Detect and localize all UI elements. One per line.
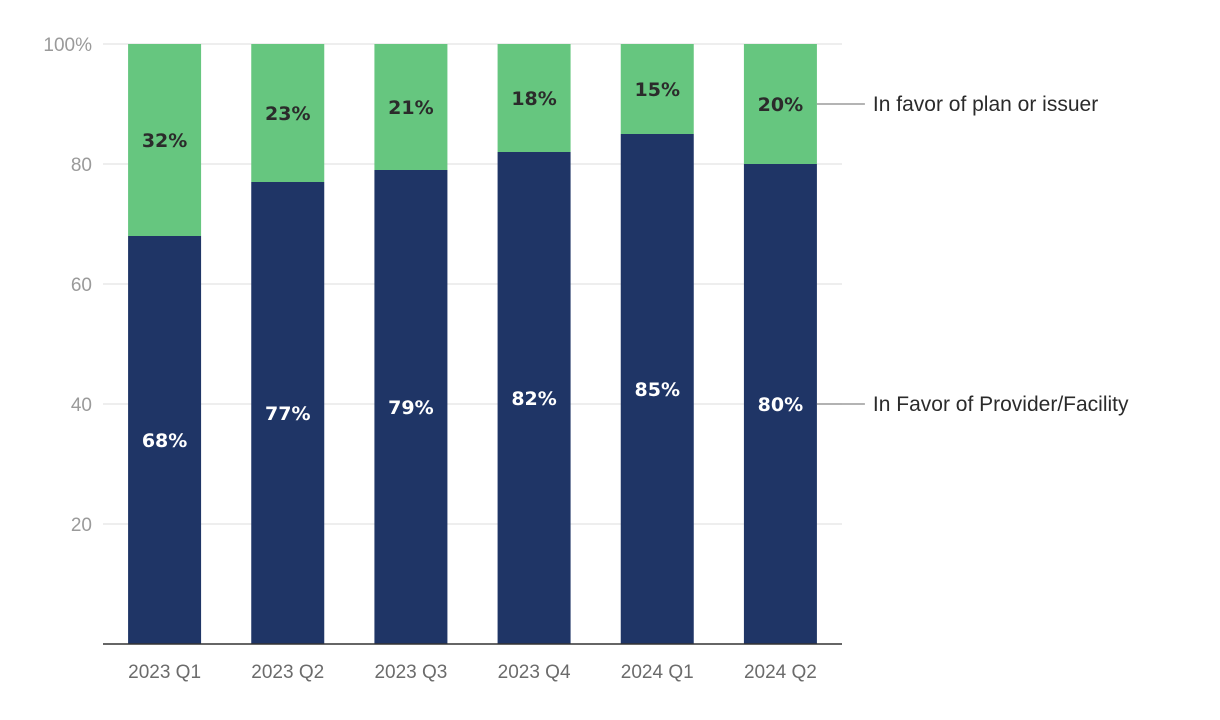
x-tick-label: 2024 Q1	[621, 662, 694, 683]
y-tick-label: 100%	[43, 35, 92, 56]
data-label: 32%	[142, 130, 187, 152]
data-label: 23%	[265, 103, 310, 125]
bar-segment-plan	[497, 44, 571, 152]
x-tick-label: 2024 Q2	[744, 662, 817, 683]
y-tick-label: 60	[71, 275, 92, 296]
y-axis-ticks: 20 40 60 80 100%	[43, 35, 92, 536]
x-tick-label: 2023 Q2	[251, 662, 324, 683]
data-label: 80%	[758, 394, 803, 416]
data-label: 79%	[388, 397, 433, 419]
legend-label: In favor of plan or issuer	[873, 93, 1098, 116]
y-tick-label: 20	[71, 515, 92, 536]
data-label: 18%	[511, 88, 556, 110]
bar-segment-plan	[374, 44, 448, 170]
bars: 68% 32% 77% 23% 79% 21% 82% 18% 85% 15% 80% 20%	[128, 44, 817, 644]
legend-label: In Favor of Provider/Facility	[873, 393, 1129, 416]
bar-segment-provider	[128, 236, 202, 644]
x-axis-ticks: 2023 Q1 2023 Q2 2023 Q3 2023 Q4 2024 Q1 2024 …	[128, 662, 817, 683]
bar-segment-plan	[620, 44, 694, 134]
bar-segment-plan	[128, 44, 202, 236]
data-label: 82%	[511, 388, 556, 410]
data-label: 77%	[265, 403, 310, 425]
data-label: 20%	[758, 94, 803, 116]
bar-segment-provider	[374, 170, 448, 644]
data-label: 15%	[635, 79, 680, 101]
x-tick-label: 2023 Q1	[128, 662, 201, 683]
y-tick-label: 40	[71, 395, 92, 416]
data-label: 68%	[142, 430, 187, 452]
x-tick-label: 2023 Q4	[498, 662, 571, 683]
bar-segment-provider	[251, 182, 325, 644]
x-tick-label: 2023 Q3	[374, 662, 447, 683]
bar-segment-provider	[497, 152, 571, 644]
data-label: 21%	[388, 97, 433, 119]
bar-segment-provider	[743, 164, 817, 644]
data-label: 85%	[635, 379, 680, 401]
legend: In Favor of Provider/Facility In favor of…	[816, 93, 1129, 416]
gridlines	[103, 43, 842, 525]
y-tick-label: 80	[71, 155, 92, 176]
bar-segment-plan	[743, 44, 817, 164]
bar-segment-plan	[251, 44, 325, 182]
bar-segment-provider	[620, 134, 694, 644]
